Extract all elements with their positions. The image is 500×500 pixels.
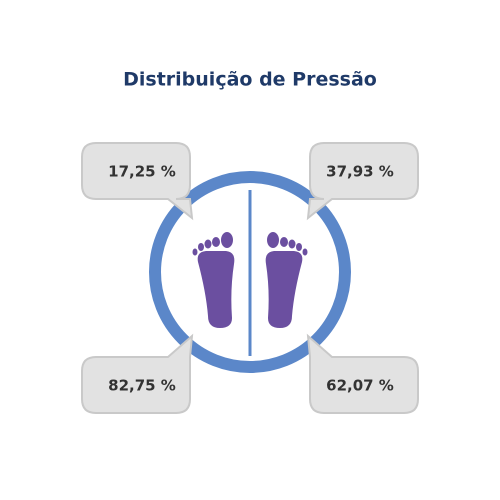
reading: 17,25 %: [108, 163, 176, 181]
reading: 62,07 %: [326, 377, 394, 395]
title: Distribuição de Pressão: [123, 69, 377, 91]
reading: 82,75 %: [108, 377, 176, 395]
callout-top-left: 17,25 %: [81, 142, 194, 221]
callout-bottom-left: 82,75 %: [81, 333, 194, 414]
callout-bottom-right: 62,07 %: [306, 333, 419, 414]
callout-top-right: 37,93 %: [306, 142, 419, 221]
ring: [149, 171, 351, 373]
right-foot: [265, 232, 308, 328]
left-foot: [192, 232, 235, 328]
reading: 37,93 %: [326, 163, 394, 181]
